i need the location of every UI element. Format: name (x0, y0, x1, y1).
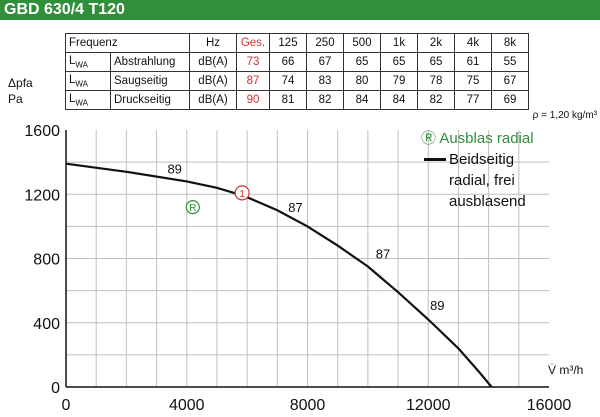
value-cell: 55 (491, 52, 529, 72)
air-density-note: ρ = 1,20 kg/m³ (532, 110, 597, 121)
efficiency-label: 89 (430, 298, 444, 313)
legend-line-swatch (424, 158, 446, 161)
value-cell: 82 (306, 90, 344, 110)
efficiency-label: 89 (167, 161, 181, 176)
table-row: LWA Abstrahlung dB(A) 73 66 67 65 65 65 … (65, 52, 529, 72)
y-tick-label: 400 (33, 316, 60, 333)
product-title: GBD 630/4 T120 (4, 1, 125, 18)
series-curve (65, 162, 493, 388)
y-tick-label: 1600 (24, 123, 60, 140)
title-banner: GBD 630/4 T120 (0, 0, 600, 20)
y-tick-label: 800 (33, 252, 60, 269)
operating-point-label: 1 (239, 189, 245, 200)
label-layer: 89 87 87 89 1 R (167, 161, 444, 313)
y-tick-label: 1200 (24, 187, 60, 204)
legend-curve-label: Beidseitig radial, frei ausblasend (449, 149, 559, 212)
total-cell: 90 (236, 90, 270, 110)
value-cell: 84 (380, 90, 418, 110)
radial-marker (185, 200, 200, 215)
y-tick-label: 0 (51, 380, 60, 397)
lwa-cell: LWA (65, 90, 111, 110)
header-cell: 8k (491, 33, 529, 53)
table-row: LWA Druckseitig dB(A) 90 81 82 84 84 82 … (65, 90, 529, 110)
unit-cell: dB(A) (189, 90, 237, 110)
y-axis-unit: Pa (8, 92, 23, 106)
sound-power-table: Frequenz Hz Ges. 125 250 500 1k 2k 4k 8k… (65, 33, 529, 110)
curve-layer (65, 162, 493, 388)
desc-cell: Abstrahlung (110, 52, 190, 72)
x-tick-label: 12000 (406, 397, 451, 414)
table-row: LWA Saugseitig dB(A) 87 74 83 80 79 78 7… (65, 71, 529, 91)
y-axis-label: Δpfa (8, 76, 33, 90)
x-axis-label: V̇ m³/h (548, 363, 584, 377)
radial-marker-label: R (189, 203, 196, 214)
efficiency-label: 87 (288, 200, 302, 215)
legend-text-line: ausblasend (449, 193, 526, 210)
x-tick-label: 0 (62, 397, 71, 414)
grid (66, 130, 549, 387)
value-cell: 65 (417, 52, 455, 72)
x-tick-label: 4000 (169, 397, 205, 414)
legend-radial-outlet: Ⓡ Ausblas radial (421, 130, 534, 147)
desc-cell: Druckseitig (110, 90, 190, 110)
value-cell: 69 (491, 90, 529, 110)
efficiency-label: 87 (376, 247, 390, 262)
value-cell: 84 (343, 90, 381, 110)
legend-text-line: Beidseitig (449, 151, 515, 168)
operating-point-marker (234, 185, 250, 201)
total-cell: 87 (236, 71, 270, 91)
legend-text-line: radial, frei (449, 172, 515, 189)
x-tick-label: 8000 (290, 397, 326, 414)
axes: 0 4000 8000 12000 16000 0 400 800 1200 1600 (24, 123, 571, 414)
x-tick-label: 16000 (527, 397, 572, 414)
